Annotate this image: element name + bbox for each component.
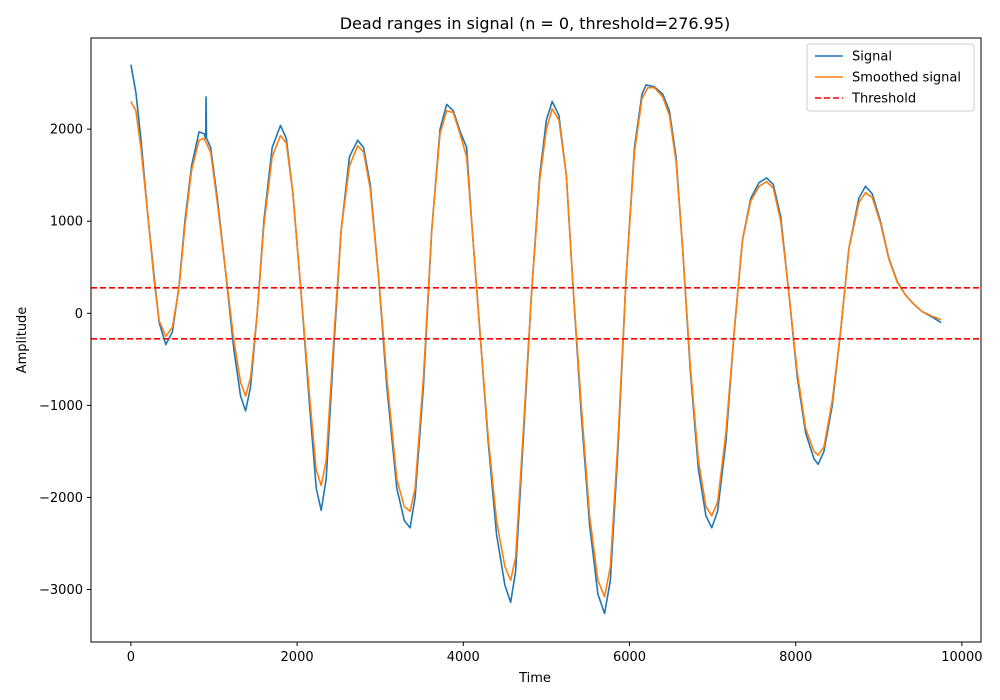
y-tick-label: 1000 [50,215,83,230]
legend-label-signal: Signal [852,50,892,65]
legend: Signal Smoothed signal Threshold [806,43,975,112]
y-tick-label: −2000 [39,491,83,506]
axes: 0 2000 4000 6000 8000 10000 −3000 −2000 −1000 0 10… [39,37,983,665]
plot-area [91,64,981,615]
y-tick-label: 2000 [50,123,83,138]
chart-title: Dead ranges in signal (n = 0, threshold=… [340,14,731,33]
legend-label-threshold: Threshold [851,92,916,107]
plot-frame [90,37,982,643]
x-tick-label: 10000 [941,650,982,665]
x-tick-label: 8000 [779,650,812,665]
x-axis-label: Time [518,671,551,686]
y-axis-label: Amplitude [15,307,30,374]
x-tick-label: 2000 [281,650,314,665]
x-tick-label: 6000 [613,650,646,665]
y-tick-label: 0 [75,307,83,322]
series-line-smoothed-signal [130,86,942,598]
legend-label-smoothed-signal: Smoothed signal [852,71,961,86]
legend-box [806,43,975,112]
y-tick-label: −3000 [39,583,83,598]
x-tick-label: 4000 [447,650,480,665]
y-tick-label: −1000 [39,399,83,414]
x-tick-label: 0 [127,650,135,665]
